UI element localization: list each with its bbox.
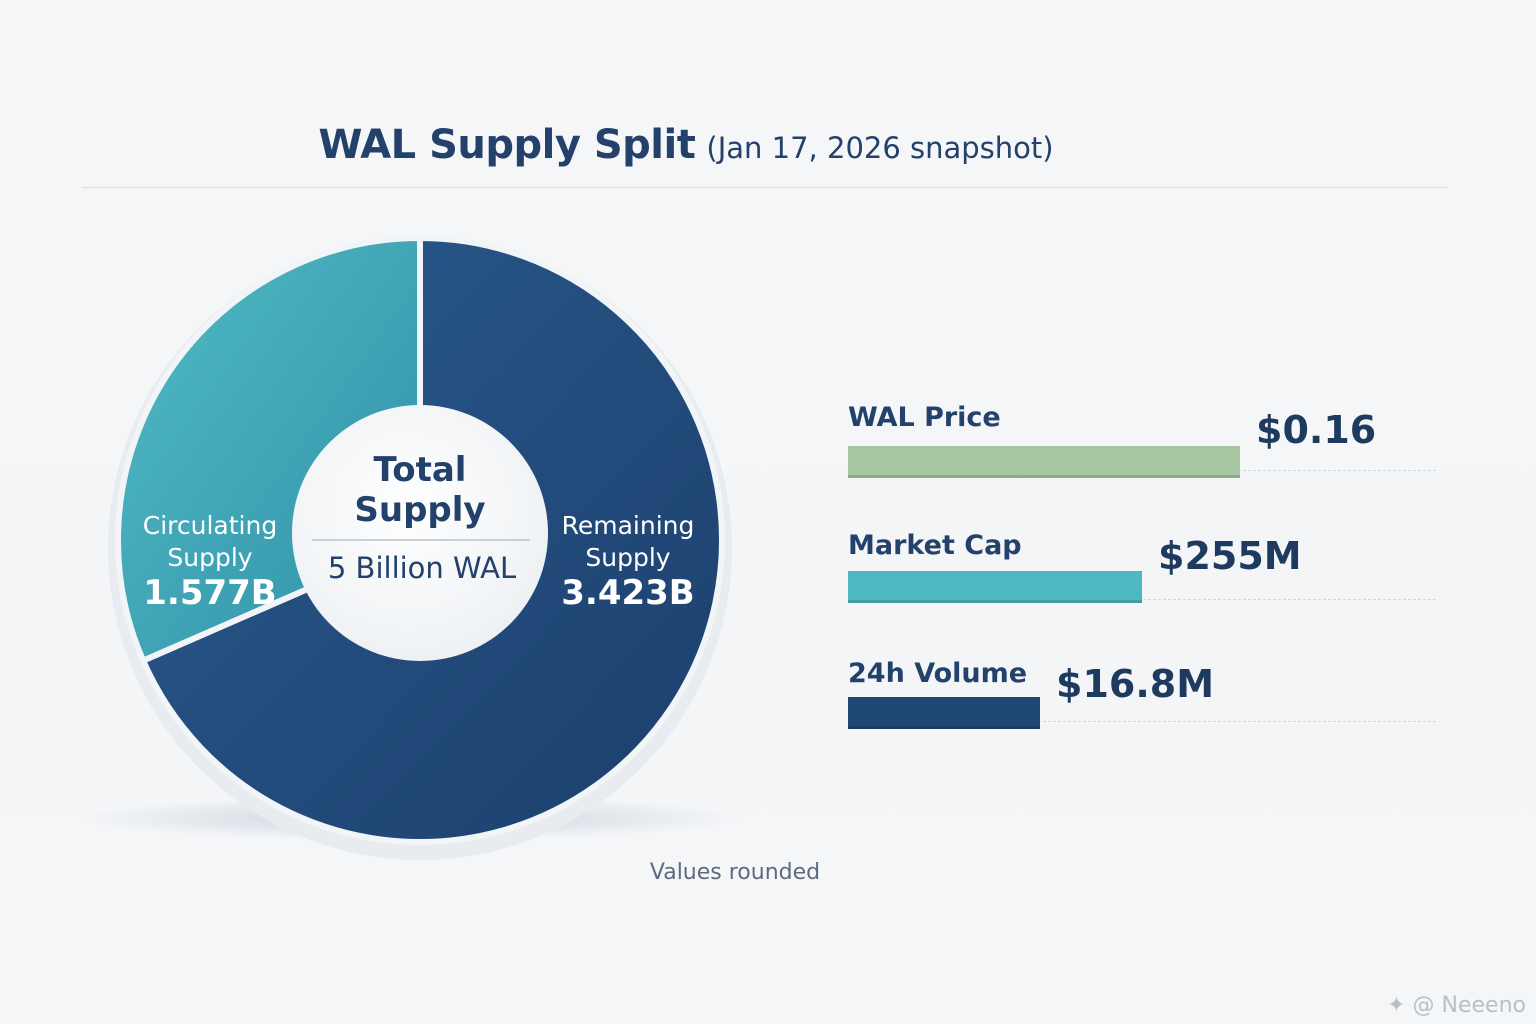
donut-labels: CirculatingSupply1.577BRemainingSupply3.… <box>143 511 695 613</box>
supply-donut-chart: CirculatingSupply1.577BRemainingSupply3.… <box>80 234 740 860</box>
market-cap-value: $255M <box>1158 534 1302 578</box>
market-cap-bar <box>848 571 1142 603</box>
slice-value-remaining: 3.423B <box>561 573 694 613</box>
slice-value-circulating: 1.577B <box>143 573 276 613</box>
slice-label-remaining-line-2: Supply <box>585 543 670 572</box>
slice-label-remaining-line-1: Remaining <box>562 511 695 540</box>
center-title-line-2: Supply <box>354 490 485 530</box>
wal-price-label: WAL Price <box>848 402 1001 433</box>
footnote: Values rounded <box>649 860 821 885</box>
center-subtitle: 5 Billion WAL <box>328 551 516 585</box>
center-title-line-1: Total <box>374 450 467 490</box>
title-divider <box>82 187 1448 188</box>
donut-center <box>292 405 548 661</box>
wal-price-bar <box>848 446 1240 478</box>
volume-24h-label: 24h Volume <box>848 658 1028 689</box>
volume-24h-value: $16.8M <box>1056 662 1215 706</box>
wal-price-value: $0.16 <box>1256 408 1377 452</box>
volume-24h-guide-line <box>848 721 1436 722</box>
chart-title: WAL Supply Split (Jan 17, 2026 snapshot) <box>0 122 1372 168</box>
volume-24h-bar <box>848 697 1040 729</box>
watermark: ✦ @ Neeeno <box>1387 993 1526 1018</box>
slice-label-circulating-line-1: Circulating <box>143 511 277 540</box>
market-cap-guide-line <box>848 599 1436 600</box>
market-cap-label: Market Cap <box>848 530 1022 561</box>
chart-title-subtitle: (Jan 17, 2026 snapshot) <box>706 131 1054 165</box>
slice-label-circulating-line-2: Supply <box>167 543 252 572</box>
chart-title-main: WAL Supply Split <box>318 122 696 168</box>
